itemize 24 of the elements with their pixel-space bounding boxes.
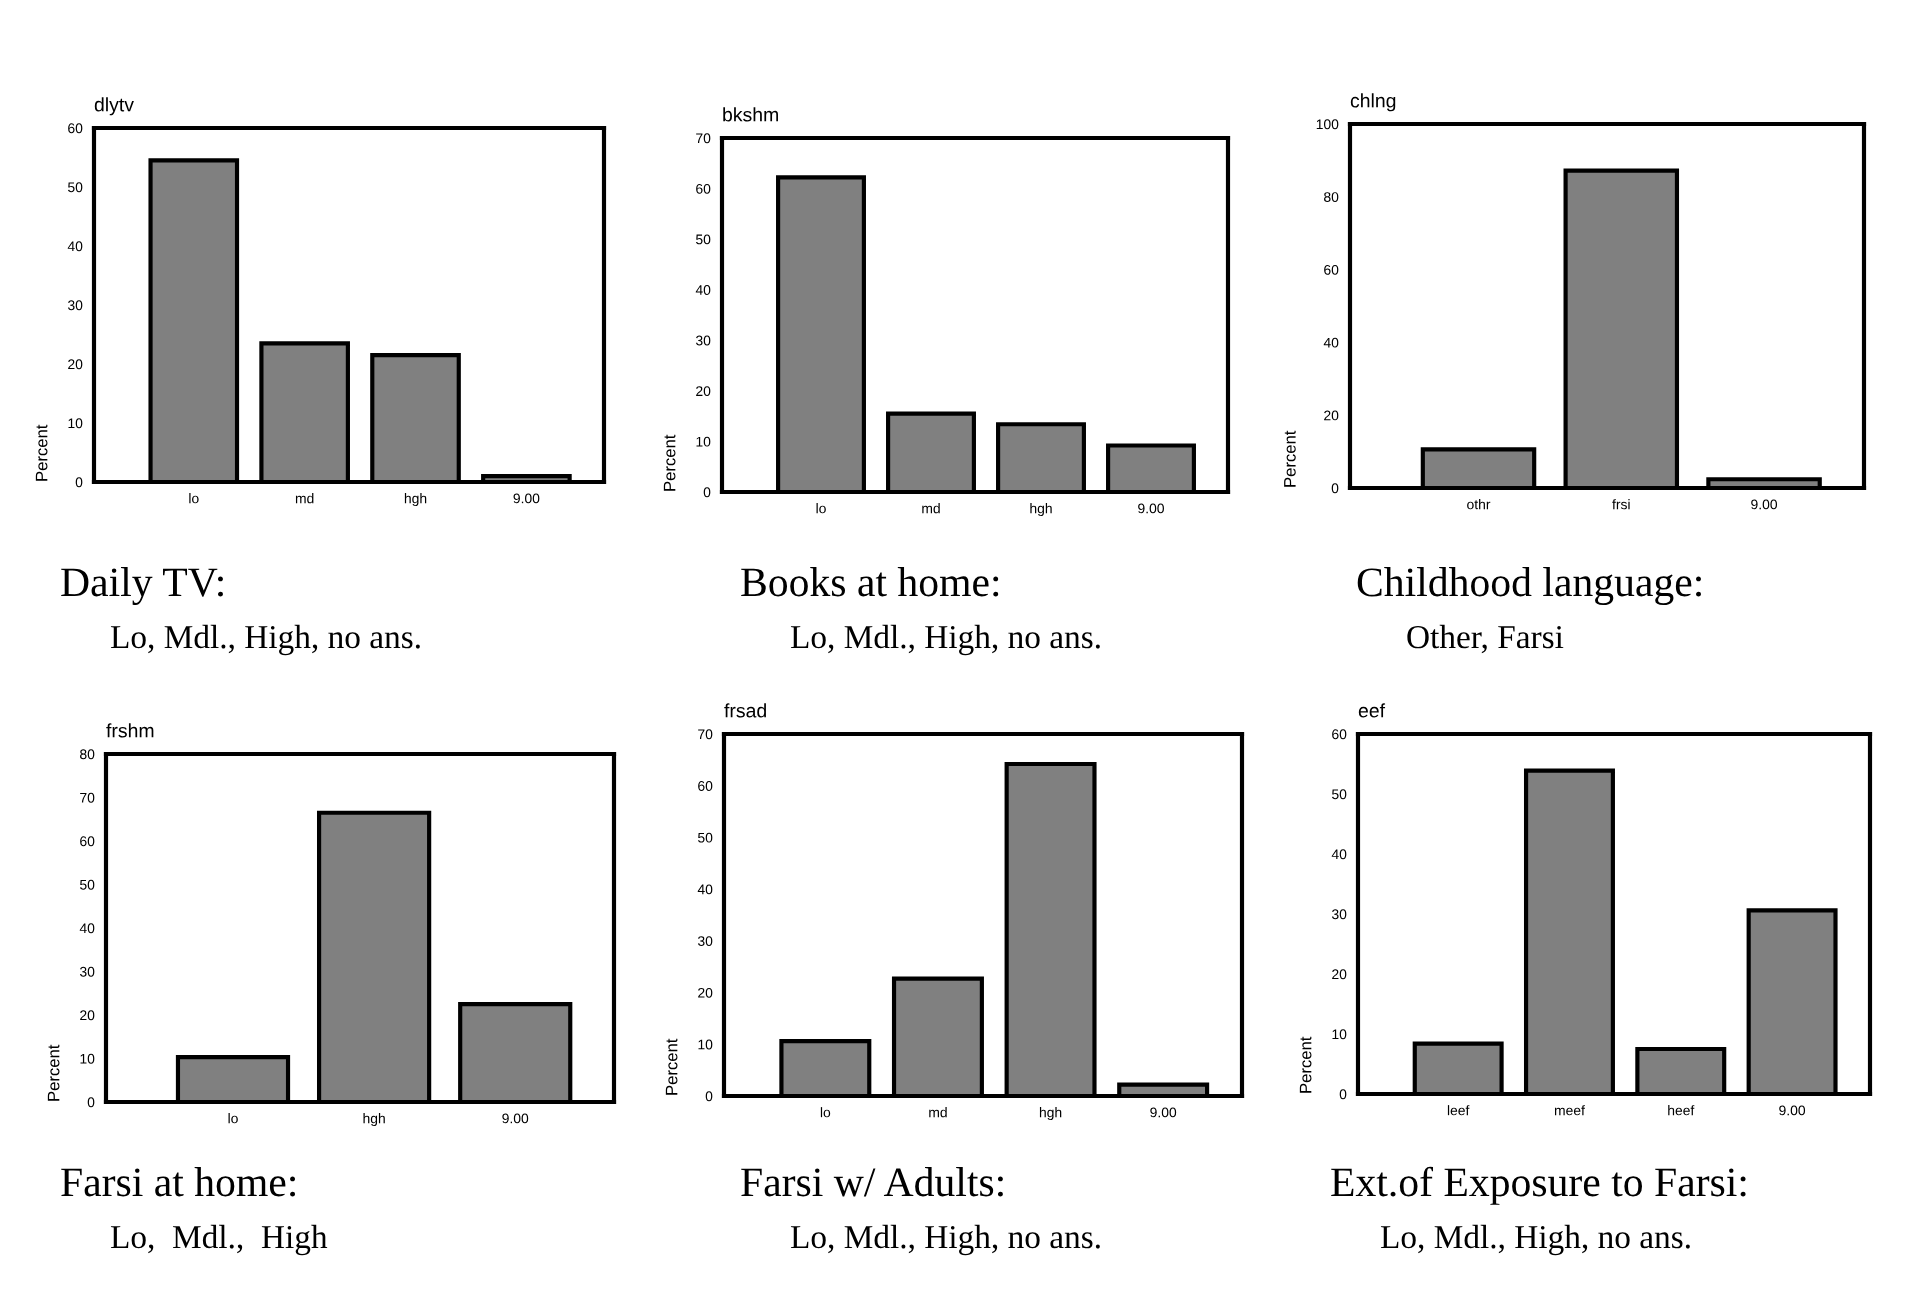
- text: Books at home:: [741, 567, 999, 597]
- text: Lo, Mdl., High, no ans.: [110, 624, 420, 656]
- y-axis-title: Percent: [663, 434, 676, 491]
- y-axis-title: Percent: [1299, 1036, 1312, 1093]
- text: Farsi at home:: [61, 1167, 295, 1197]
- text: Farsi w/ Adults:: [741, 1167, 1003, 1197]
- text: Lo, Mdl., High, no ans.: [790, 624, 1100, 656]
- y-axis-title: Percent: [665, 1038, 678, 1095]
- chart-title: chlng: [1350, 93, 1396, 112]
- y-axis-title: Percent: [47, 1044, 60, 1101]
- text: Lo, Mdl., High, no ans.: [1380, 1224, 1690, 1256]
- chart-title: eef: [1358, 703, 1386, 718]
- chart-title: frshm: [106, 723, 154, 738]
- text: Lo, Mdl., High, no ans.: [790, 1224, 1100, 1256]
- text: Lo, Mdl., High: [110, 1224, 328, 1256]
- y-axis-title: Percent: [1284, 430, 1296, 487]
- chart-title: frsad: [724, 703, 766, 718]
- chart-title: bkshm: [723, 107, 778, 122]
- text: Childhood language:: [1357, 567, 1701, 605]
- text: Ext.of Exposure to Farsi:: [1331, 1166, 1746, 1205]
- y-axis-title: Percent: [35, 424, 48, 481]
- text: Other, Farsi: [1407, 624, 1564, 654]
- text: Daily TV:: [61, 567, 223, 605]
- chart-title: dlytv: [94, 97, 134, 116]
